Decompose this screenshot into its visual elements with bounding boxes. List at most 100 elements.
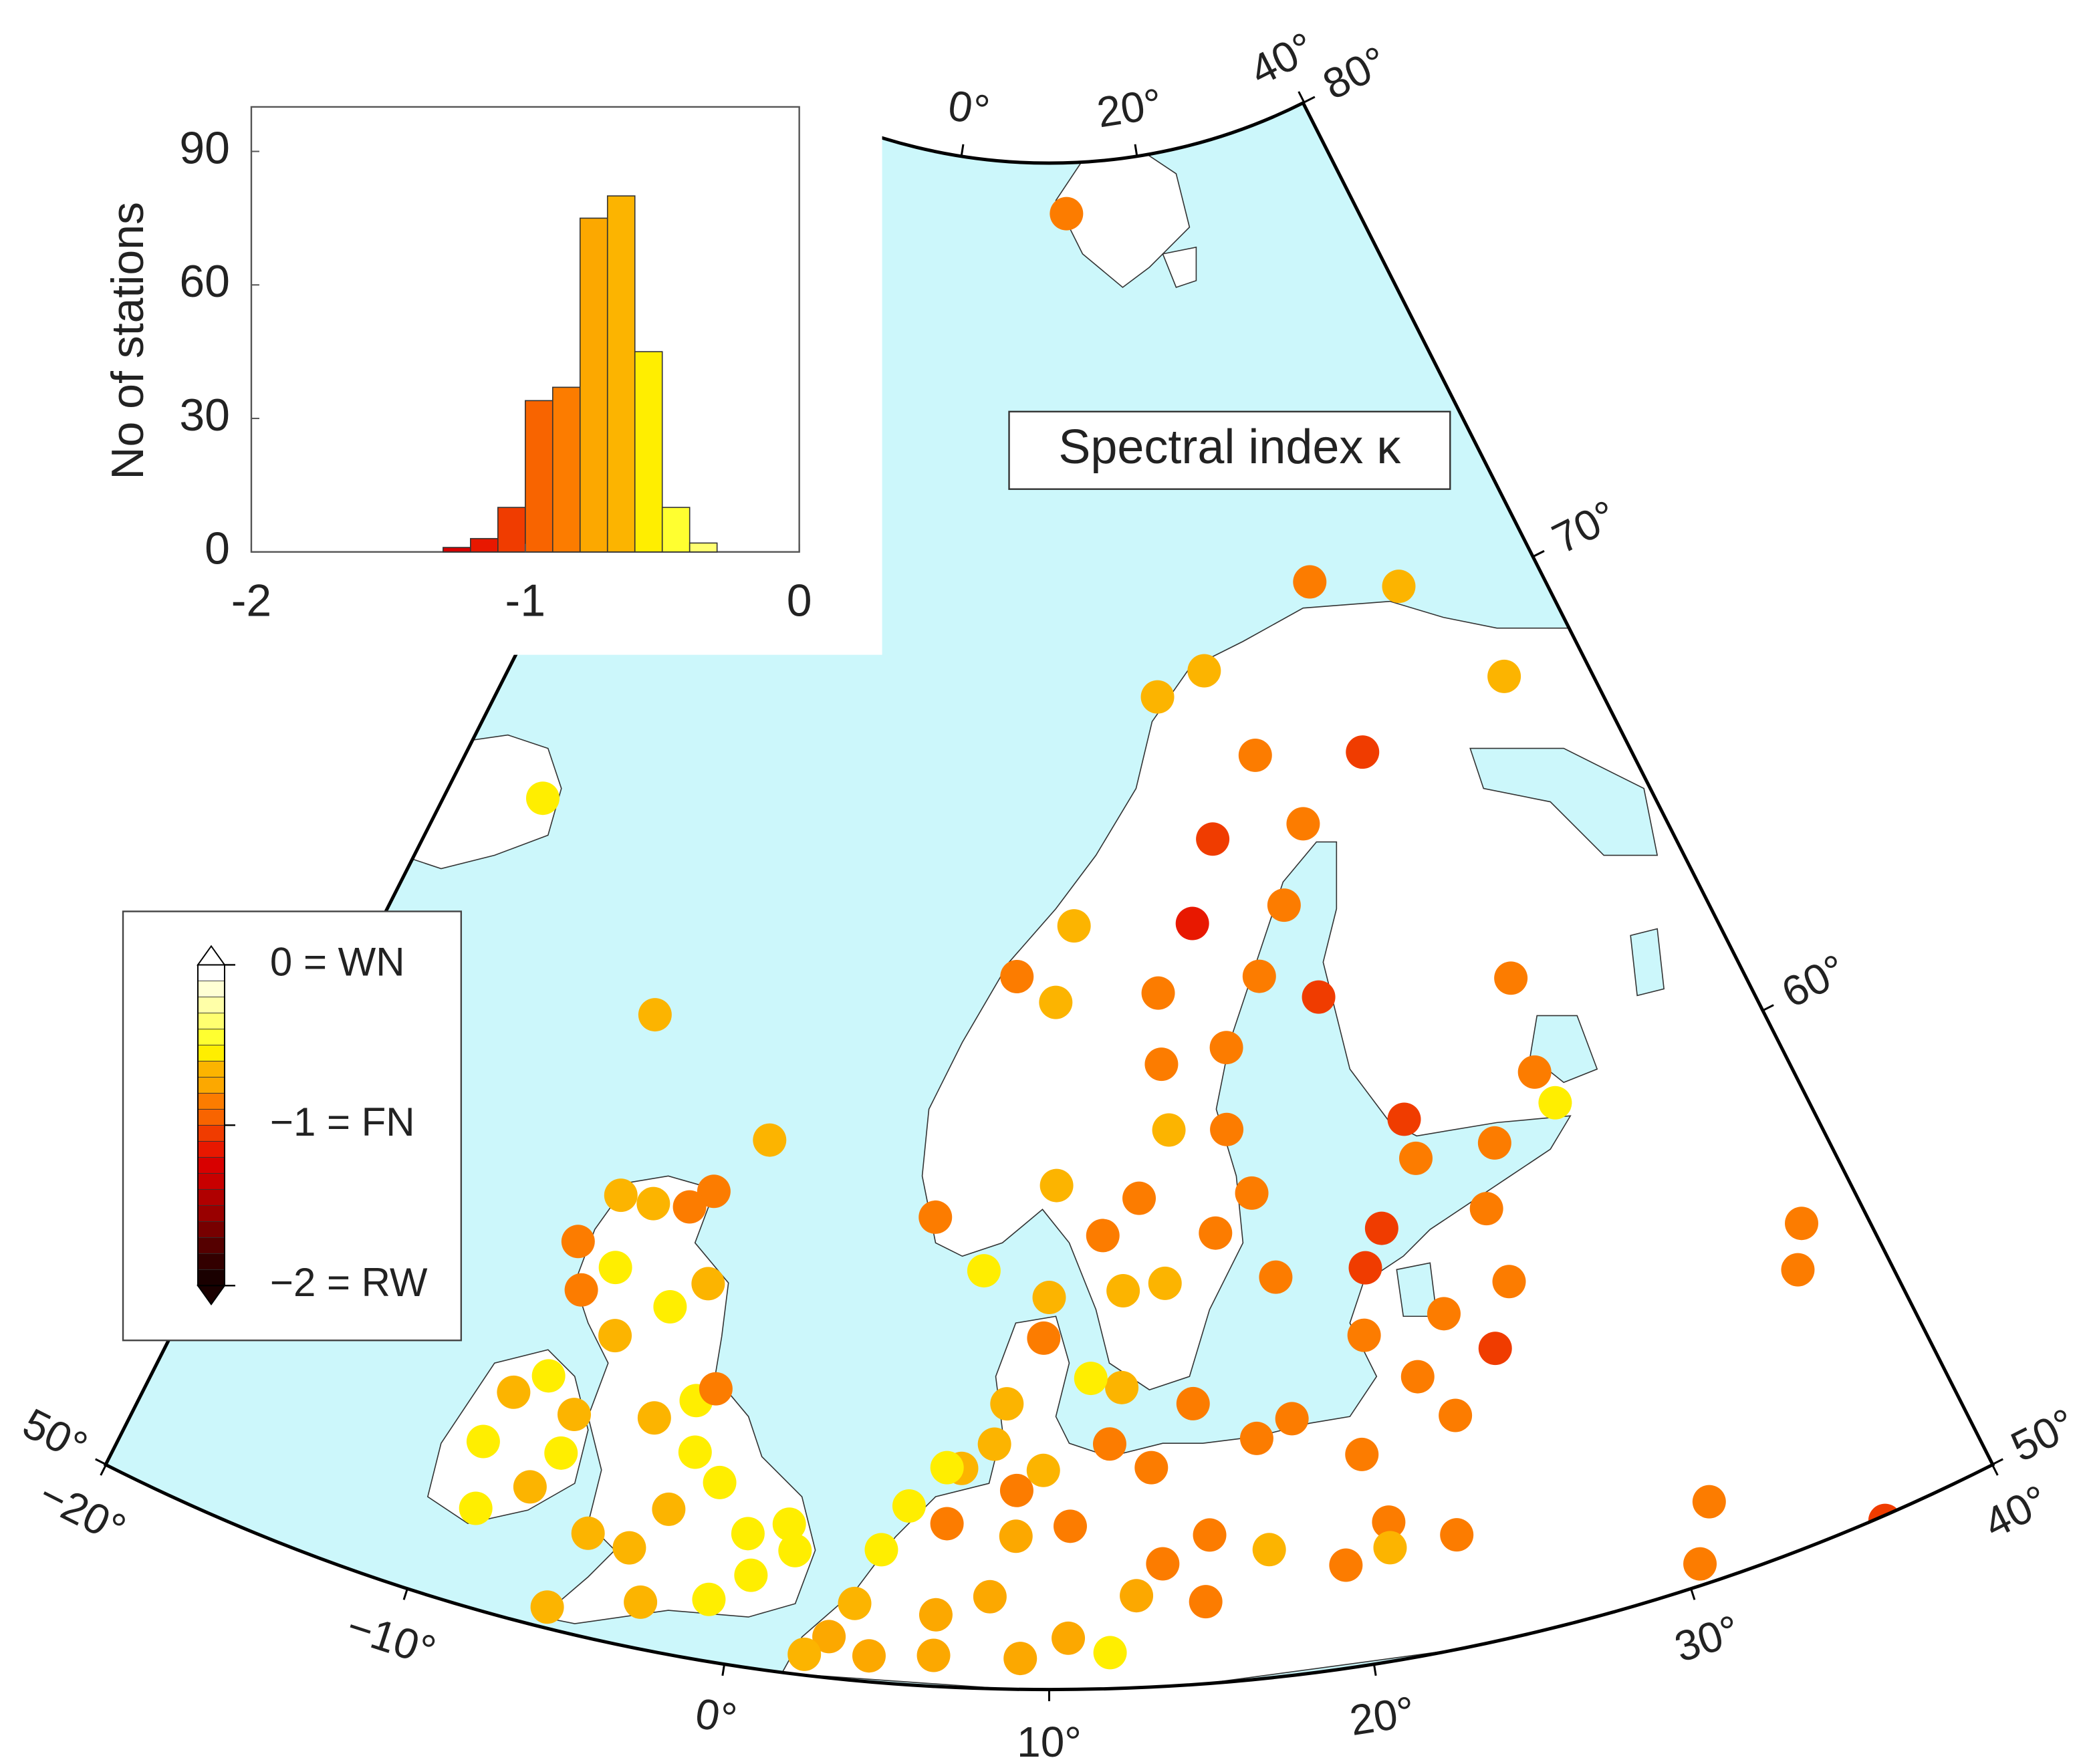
- station: [1364, 1211, 1398, 1245]
- histogram-bar: [606, 195, 636, 553]
- histogram-bar: [497, 507, 526, 553]
- station: [977, 1427, 1011, 1461]
- station: [1382, 570, 1416, 604]
- graticule-label: 0°: [693, 1689, 741, 1743]
- station: [1239, 1421, 1273, 1455]
- histogram-bar: [524, 400, 554, 553]
- station: [1387, 1102, 1421, 1136]
- station: [1242, 959, 1276, 993]
- station: [838, 1586, 872, 1620]
- station: [1478, 1332, 1512, 1366]
- graticule-tick: [100, 1464, 108, 1476]
- graticule-tick: [1991, 1464, 1999, 1476]
- station: [1373, 1531, 1407, 1565]
- colorbar-segment: [197, 1156, 225, 1174]
- station: [1781, 1253, 1815, 1287]
- station: [1692, 1485, 1726, 1519]
- graticule-label: 40°: [1242, 23, 1322, 95]
- station: [1144, 1047, 1179, 1082]
- station: [1187, 654, 1221, 688]
- station: [918, 1598, 953, 1632]
- station: [918, 1200, 953, 1234]
- station: [604, 1178, 638, 1213]
- graticule-tick: [721, 1663, 726, 1676]
- station: [571, 1516, 605, 1550]
- station: [1189, 1585, 1223, 1619]
- station: [1052, 1621, 1086, 1655]
- graticule-label: 50°: [2003, 1399, 2083, 1471]
- station: [1346, 735, 1380, 769]
- station: [1148, 1266, 1182, 1300]
- station: [1259, 1260, 1293, 1294]
- station: [637, 1401, 671, 1435]
- station: [1345, 1437, 1379, 1471]
- colorbar-segment: [197, 981, 225, 997]
- station: [1057, 909, 1091, 943]
- station: [1039, 985, 1073, 1019]
- x-tick-label: -2: [231, 576, 271, 626]
- graticule-label: −10°: [342, 1602, 442, 1675]
- graticule-label: 20°: [1094, 79, 1165, 136]
- station: [753, 1123, 787, 1157]
- colorbar-segment: [197, 1029, 225, 1045]
- station: [1050, 197, 1084, 231]
- station: [1267, 888, 1301, 922]
- station: [1141, 976, 1175, 1010]
- colorbar-segment: [197, 965, 225, 981]
- landmass-europe: [781, 600, 1993, 1690]
- graticule-tick: [1134, 144, 1138, 156]
- station: [1176, 1386, 1210, 1420]
- station: [1348, 1251, 1382, 1285]
- colorbar-segment: [197, 1124, 225, 1142]
- station: [1209, 1031, 1243, 1065]
- station: [598, 1319, 632, 1353]
- station: [892, 1489, 926, 1523]
- station: [916, 1638, 951, 1672]
- station: [1293, 565, 1327, 599]
- colorbar-segment: [197, 1188, 225, 1206]
- graticule-label: 50°: [15, 1399, 95, 1471]
- map-frame: [103, 100, 1995, 1692]
- station: [1487, 659, 1521, 693]
- station: [1199, 1216, 1233, 1250]
- station: [1400, 1360, 1435, 1394]
- colorbar-label: −2 = RW: [270, 1260, 428, 1305]
- station: [652, 1492, 686, 1526]
- station: [598, 1251, 632, 1285]
- station: [1347, 1318, 1381, 1352]
- station: [1003, 1642, 1037, 1676]
- colorbar-segment: [197, 1076, 225, 1094]
- station: [1027, 1321, 1061, 1355]
- station: [1105, 1370, 1139, 1404]
- station: [1026, 1453, 1060, 1487]
- station: [1120, 1579, 1154, 1613]
- station: [1053, 1509, 1087, 1543]
- station: [638, 998, 672, 1032]
- colorbar: 0 = WN −1 = FN −2 = RW: [122, 910, 463, 1342]
- colorbar-label: 0 = WN: [270, 939, 405, 984]
- station: [1439, 1398, 1473, 1432]
- colorbar-segment: [197, 1172, 225, 1190]
- colorbar-segment: [197, 1205, 225, 1222]
- station: [1399, 1141, 1433, 1175]
- colorbar-box: [122, 910, 463, 1342]
- station: [778, 1533, 812, 1567]
- y-tick-label: 60: [179, 256, 230, 307]
- station: [513, 1470, 547, 1504]
- land: [400, 146, 1993, 1690]
- station: [525, 781, 560, 815]
- histogram: No of stations 0 30 60 90 -2 -1 0: [102, 106, 812, 626]
- station: [624, 1585, 658, 1619]
- graticule-tick: [1298, 91, 1306, 103]
- colorbar-segment: [197, 1140, 225, 1158]
- graticule-tick: [1533, 549, 1545, 557]
- graticule-label: 0°: [945, 81, 993, 135]
- station: [678, 1435, 712, 1469]
- station: [1329, 1548, 1363, 1582]
- graticule-label: 70°: [1545, 491, 1624, 563]
- station: [497, 1375, 531, 1409]
- graticule-tick: [960, 144, 965, 156]
- station: [1152, 1113, 1186, 1147]
- station: [999, 1473, 1033, 1507]
